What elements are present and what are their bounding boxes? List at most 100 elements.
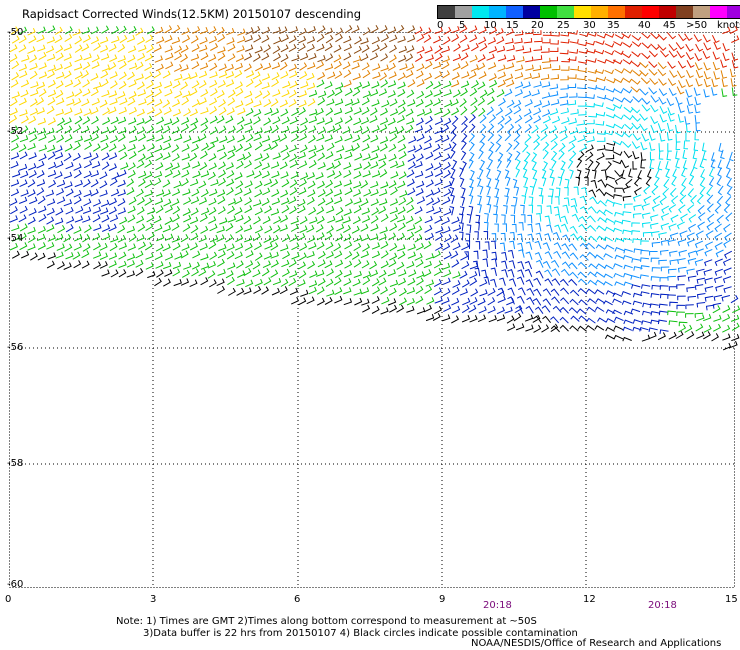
wind-barb xyxy=(451,33,460,43)
wind-barb xyxy=(693,34,702,42)
wind-barb xyxy=(632,194,642,202)
wind-barb xyxy=(64,143,73,152)
wind-barb xyxy=(127,144,136,152)
wind-barb xyxy=(84,224,92,234)
wind-barb xyxy=(306,196,315,205)
wind-barb xyxy=(138,98,147,106)
wind-barb xyxy=(244,242,253,251)
wind-barb xyxy=(650,43,660,51)
wind-barb xyxy=(702,50,711,59)
wind-barb xyxy=(703,331,711,340)
wind-barb xyxy=(613,41,623,47)
wind-barb xyxy=(273,36,282,45)
wind-barb xyxy=(482,258,489,267)
wind-barb xyxy=(722,52,730,62)
wind-barb xyxy=(117,55,126,63)
wind-barb xyxy=(612,59,623,65)
wind-barb xyxy=(567,100,577,106)
wind-barb xyxy=(264,242,273,250)
wind-barb xyxy=(612,104,623,109)
wind-barb xyxy=(442,226,451,234)
wind-barb xyxy=(298,261,306,270)
wind-barb xyxy=(182,90,191,98)
wind-barb xyxy=(570,204,578,214)
wind-barb xyxy=(423,27,432,36)
wind-barb xyxy=(659,133,666,142)
wind-barb xyxy=(469,151,475,162)
wind-barb xyxy=(117,116,127,124)
wind-barb xyxy=(575,176,581,186)
wind-barb xyxy=(335,27,344,36)
wind-barb xyxy=(390,214,399,223)
wind-barb xyxy=(398,297,407,306)
wind-barb xyxy=(693,87,701,96)
wind-barb xyxy=(518,222,524,231)
wind-barb xyxy=(353,163,363,171)
wind-barb xyxy=(281,259,290,268)
wind-barb xyxy=(217,52,226,61)
wind-barb xyxy=(144,53,153,62)
wind-barb xyxy=(380,260,389,269)
wind-barb xyxy=(641,334,651,342)
wind-barb xyxy=(450,194,455,204)
wind-barb xyxy=(596,85,606,91)
wind-barb xyxy=(711,87,718,96)
wind-barb xyxy=(192,250,201,259)
legend-swatch xyxy=(540,6,557,18)
wind-barb xyxy=(290,223,299,232)
wind-barb xyxy=(19,135,29,143)
wind-barb xyxy=(56,97,65,106)
wind-barb xyxy=(550,323,559,333)
wind-barb xyxy=(101,224,111,232)
wind-barb xyxy=(189,87,198,96)
wind-barb xyxy=(522,47,532,54)
wind-barb xyxy=(208,35,218,44)
wind-barb xyxy=(153,171,163,179)
y-tick-label: -58 xyxy=(7,458,24,469)
wind-barb xyxy=(200,107,209,115)
wind-barb xyxy=(605,96,615,102)
wind-barb xyxy=(110,188,120,197)
wind-barb xyxy=(541,92,551,99)
wind-barb xyxy=(353,270,362,278)
wind-barb xyxy=(289,270,298,278)
wind-barb xyxy=(99,171,108,180)
wind-barb xyxy=(136,215,145,224)
wind-barb xyxy=(469,54,478,63)
wind-barb xyxy=(711,34,720,44)
wind-barb xyxy=(538,195,544,204)
wind-barb xyxy=(416,277,424,286)
wind-barb xyxy=(462,297,471,306)
wind-barb xyxy=(333,107,343,116)
wind-barb xyxy=(397,88,406,97)
wind-barb xyxy=(612,309,622,315)
wind-barb xyxy=(695,230,704,239)
wind-barb xyxy=(597,216,607,223)
wind-barb xyxy=(353,81,363,90)
wind-barb xyxy=(686,69,694,79)
wind-barb xyxy=(532,314,541,323)
wind-barb xyxy=(641,133,650,142)
wind-barb xyxy=(162,142,172,151)
wind-barb xyxy=(162,179,171,188)
wind-barb xyxy=(605,154,615,160)
wind-barb xyxy=(579,195,587,205)
wind-barb xyxy=(632,151,640,160)
wind-barb xyxy=(658,232,667,239)
wind-barb xyxy=(398,106,406,115)
wind-barb xyxy=(671,176,677,187)
wind-barb xyxy=(344,133,353,142)
wind-barb xyxy=(119,216,128,225)
wind-barb xyxy=(234,69,243,79)
wind-barb xyxy=(567,83,577,88)
wind-barb xyxy=(643,185,651,195)
wind-barb xyxy=(579,242,589,250)
wind-barb xyxy=(99,189,108,197)
wind-barb xyxy=(389,198,399,206)
wind-barb xyxy=(102,232,111,241)
wind-barb xyxy=(270,259,279,268)
wind-barb xyxy=(253,53,261,62)
wind-barb xyxy=(585,102,595,108)
wind-barb xyxy=(561,261,571,269)
wind-barb xyxy=(153,177,162,186)
